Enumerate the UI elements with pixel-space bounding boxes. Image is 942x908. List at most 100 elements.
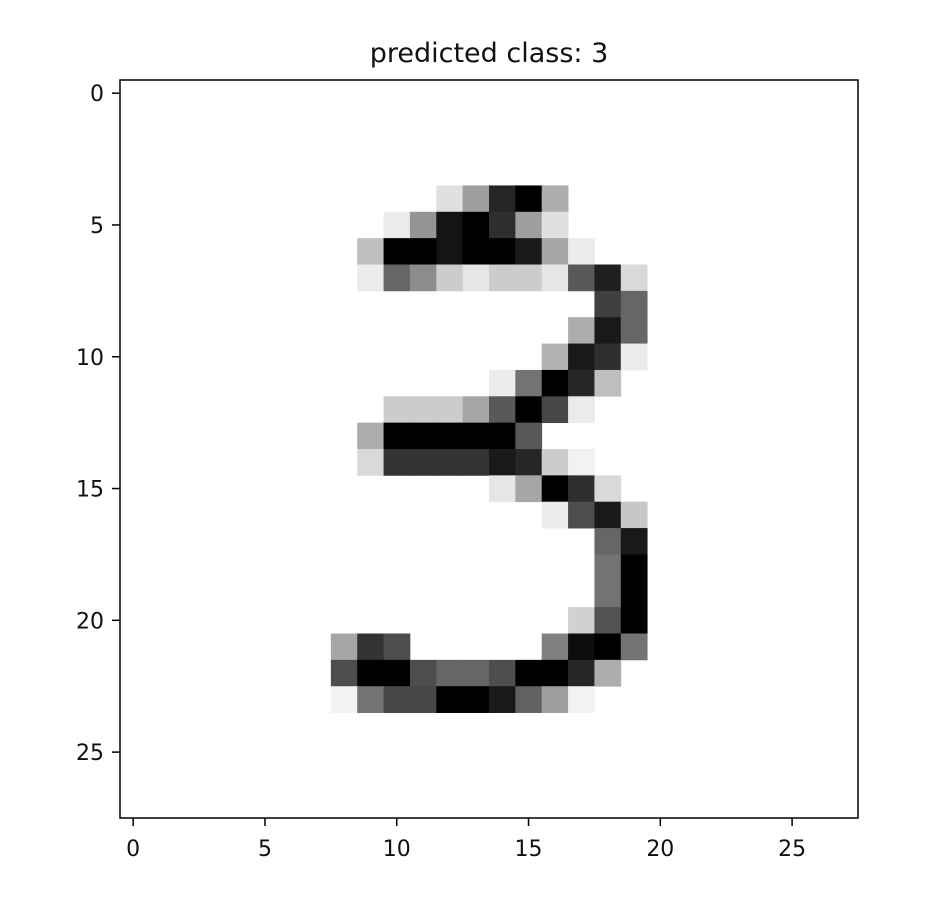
heatmap-cell xyxy=(383,633,411,661)
heatmap-cell xyxy=(568,686,595,713)
x-tick-label: 0 xyxy=(126,837,140,862)
heatmap-cell xyxy=(383,396,411,424)
heatmap-cell xyxy=(330,686,358,713)
y-tick-label: 10 xyxy=(76,346,104,371)
heatmap-cell xyxy=(436,185,464,213)
heatmap-cell xyxy=(620,554,648,582)
heatmap-cell xyxy=(568,238,595,265)
heatmap-cell xyxy=(409,238,437,265)
heatmap-cell xyxy=(568,659,595,687)
x-tick-label: 15 xyxy=(515,837,543,862)
heatmap-cell xyxy=(489,238,516,265)
chart-title: predicted class: 3 xyxy=(370,38,609,69)
x-tick-label: 10 xyxy=(383,837,411,862)
heatmap-cell xyxy=(594,659,622,687)
x-axis: 0 5 10 15 20 25 xyxy=(126,818,806,862)
heatmap-cell xyxy=(568,264,595,292)
heatmap-cell xyxy=(436,659,464,687)
heatmap-cell xyxy=(515,238,543,265)
heatmap-cell xyxy=(594,264,622,292)
heatmap-cell xyxy=(620,633,648,661)
heatmap-cell xyxy=(357,686,384,713)
y-tick-label: 15 xyxy=(76,478,104,503)
heatmap-cell xyxy=(462,264,490,292)
heatmap-cell xyxy=(383,686,411,713)
heatmap-cell xyxy=(409,659,437,687)
y-axis: 0 5 10 15 20 25 xyxy=(76,82,120,766)
heatmap-cell xyxy=(383,238,411,265)
heatmap-cell xyxy=(357,422,384,450)
heatmap-cell xyxy=(383,449,411,476)
heatmap-cell xyxy=(620,343,648,371)
heatmap-cell xyxy=(594,501,622,529)
heatmap-cell xyxy=(515,475,543,503)
heatmap-cell xyxy=(462,396,490,424)
y-tick-label: 0 xyxy=(90,82,104,107)
heatmap-cell xyxy=(489,396,516,424)
heatmap-cell xyxy=(462,422,490,450)
heatmap-cell xyxy=(409,396,437,424)
heatmap-cell xyxy=(541,449,569,476)
heatmap-cell xyxy=(357,633,384,661)
heatmap-cell xyxy=(568,633,595,661)
heatmap-cell xyxy=(620,607,648,634)
heatmap-cell xyxy=(620,290,648,318)
heatmap-cell xyxy=(330,633,358,661)
heatmap-cell xyxy=(436,238,464,265)
heatmap-cell xyxy=(568,475,595,503)
y-tick-label: 20 xyxy=(76,609,104,634)
heatmap-cell xyxy=(541,185,569,213)
heatmap-cell xyxy=(568,501,595,529)
heatmap-cell xyxy=(357,449,384,476)
heatmap-cell xyxy=(515,396,543,424)
heatmap-cell xyxy=(568,317,595,344)
heatmap-cell xyxy=(462,686,490,713)
heatmap-cell xyxy=(409,449,437,476)
heatmap-cell xyxy=(594,633,622,661)
heatmap-cell xyxy=(541,659,569,687)
heatmap-cell xyxy=(620,528,648,555)
heatmap-cell xyxy=(462,449,490,476)
heatmap-cell xyxy=(489,475,516,503)
heatmap-cell xyxy=(541,264,569,292)
heatmap-cell xyxy=(594,554,622,582)
heatmap-cell xyxy=(383,264,411,292)
heatmap-cell xyxy=(541,475,569,503)
heatmap-cell xyxy=(489,686,516,713)
heatmap-cell xyxy=(436,396,464,424)
heatmap-cell xyxy=(594,528,622,555)
heatmap-cell xyxy=(436,686,464,713)
heatmap-cell xyxy=(489,449,516,476)
heatmap-cell xyxy=(436,422,464,450)
heatmap-cell xyxy=(620,501,648,529)
heatmap-cell xyxy=(594,580,622,608)
heatmap-cell xyxy=(541,633,569,661)
heatmap-cell xyxy=(541,501,569,529)
heatmap-cell xyxy=(541,369,569,397)
heatmap-cell xyxy=(515,422,543,450)
heatmap-cell xyxy=(515,659,543,687)
heatmap-cell xyxy=(462,659,490,687)
heatmap-cell xyxy=(462,238,490,265)
heatmap-cell xyxy=(357,659,384,687)
x-tick-label: 20 xyxy=(646,837,674,862)
heatmap-cell xyxy=(462,211,490,239)
heatmap-cell xyxy=(489,369,516,397)
heatmap-cell xyxy=(409,422,437,450)
heatmap-cell xyxy=(489,185,516,213)
heatmap-cell xyxy=(383,659,411,687)
heatmap-cell xyxy=(515,211,543,239)
heatmap-cell xyxy=(436,211,464,239)
heatmap-cells xyxy=(330,185,648,713)
heatmap-cell xyxy=(541,343,569,371)
heatmap-cell xyxy=(620,317,648,344)
heatmap-cell xyxy=(594,369,622,397)
heatmap-cell xyxy=(383,422,411,450)
heatmap-cell xyxy=(409,211,437,239)
y-tick-label: 25 xyxy=(76,741,104,766)
heatmap-cell xyxy=(594,475,622,503)
heatmap-cell xyxy=(594,343,622,371)
heatmap-cell xyxy=(620,264,648,292)
heatmap-cell xyxy=(594,317,622,344)
